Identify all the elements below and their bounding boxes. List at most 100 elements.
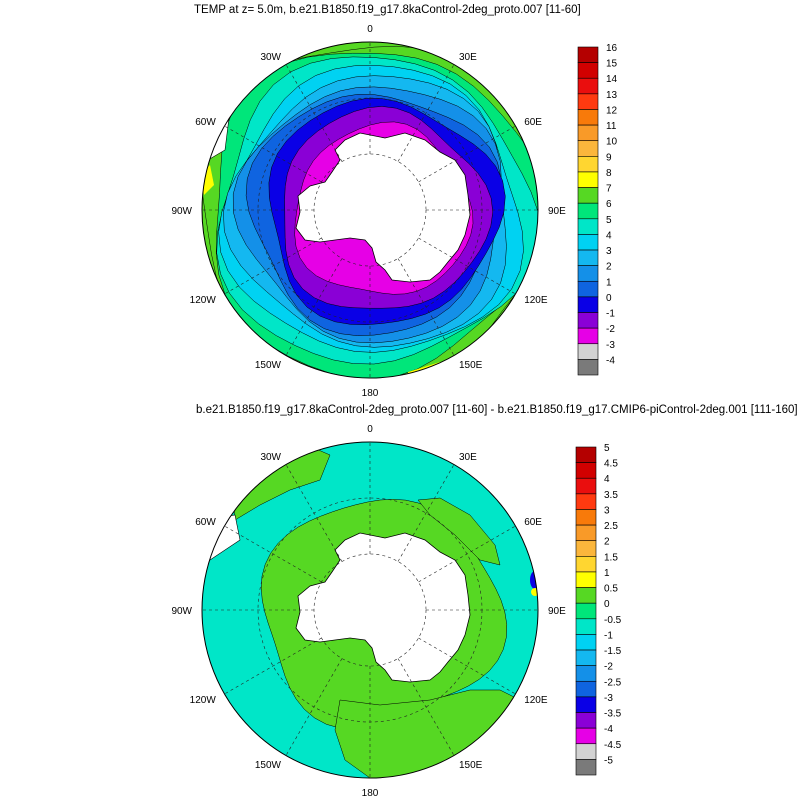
colorbar-swatch [575,696,597,713]
colorbar-swatch [577,187,599,204]
colorbar-swatch [577,171,599,188]
colorbar-tick-label: 8 [606,168,612,179]
colorbar-tick-label: -4 [604,724,613,735]
meridian-line [224,237,322,295]
colorbar-tick-label: 5 [606,215,612,226]
longitude-label: 120E [524,695,548,706]
longitude-label: 90E [548,206,566,217]
longitude-label: 60E [524,117,542,128]
longitude-label: 150W [255,760,282,771]
colorbar-swatch [575,462,597,479]
colorbar-swatch [577,218,599,235]
colorbar-swatch [575,649,597,666]
colorbar-swatch [577,109,599,126]
longitude-label: 120E [524,295,548,306]
longitude-label: 150W [255,360,282,371]
colorbar-swatch [575,493,597,510]
longitude-label: 0 [367,424,373,435]
colorbar-tick-label: 12 [606,106,618,117]
colorbar-swatch [575,602,597,620]
meridian-line [418,125,516,183]
colorbar-tick-label: 1.5 [604,552,618,563]
colorbar-tick-label: 2 [606,262,612,273]
colorbar-tick-label: 15 [606,59,618,70]
panel-1-title: TEMP at z= 5.0m, b.e21.B1850.f19_g17.8ka… [194,4,581,16]
antarctica-landmass-2 [295,532,471,683]
colorbar-tick-label: 3 [606,246,612,257]
colorbar-tick-label: -4 [606,355,615,366]
longitude-label: 90W [171,606,192,617]
meridian-line [418,237,516,295]
colorbar-swatch [575,556,597,573]
colorbar-tick-label: 14 [606,74,618,85]
colorbar-swatch [577,62,599,79]
colorbar-tick-label: 4 [606,230,612,241]
longitude-label: 60W [195,517,216,528]
colorbar-tick-label: 0.5 [604,584,618,595]
map-2-longitude-labels: 0 30E 60E 90E 120E 150E 180 150W 120W 90W 60W 30W [171,424,566,799]
longitude-label: 180 [362,388,379,399]
meridian-line [397,658,455,756]
panel-difference: b.e21.B1850.f19_g17.8kaControl-2deg_prot… [171,404,797,799]
colorbar-tick-label: -1.5 [604,646,622,657]
colorbar-tick-label: 11 [606,121,617,132]
panel-2-title: b.e21.B1850.f19_g17.8kaControl-2deg_prot… [196,404,798,416]
longitude-label: 90W [171,206,192,217]
colorbar-swatch [577,77,599,95]
colorbar-tick-label: -2.5 [604,677,622,688]
longitude-label: 30E [459,52,477,63]
colorbar-swatch [575,634,597,651]
longitude-label: 90E [548,606,566,617]
longitude-label: 30W [260,52,281,63]
colorbar-swatch [575,665,597,682]
colorbar-swatch [577,312,599,329]
colorbar-tick-label: 0 [606,293,612,304]
colorbar-swatch [575,618,597,635]
longitude-label: 0 [367,24,373,35]
map-1-graticule [202,42,538,378]
meridian-line [224,125,322,183]
colorbar-swatch [577,280,599,298]
colorbar-tick-label: 13 [606,90,618,101]
meridian-line [285,658,343,756]
colorbar-tick-label: 10 [606,137,618,148]
colorbar-tick-label: 3 [604,506,610,517]
map-1-border [201,41,539,379]
colorbar-swatch [575,477,597,495]
colorbar-swatch [577,234,599,251]
colorbar-swatch [577,46,599,63]
colorbar-tick-label: 4.5 [604,459,618,470]
longitude-label: 30W [260,452,281,463]
meridian-line [285,64,343,162]
colorbar-swatch [577,93,599,110]
longitude-label: 180 [362,788,379,799]
colorbar-swatch [575,759,597,776]
colorbar-swatch [577,249,599,266]
colorbar-tick-label: -1 [606,309,615,320]
colorbar-tick-label: -3 [606,340,615,351]
meridian-line [397,64,455,162]
colorbar-tick-label: 3.5 [604,490,618,501]
colorbar-swatch [577,359,599,376]
colorbar-tick-label: 0 [604,599,610,610]
colorbar-swatch [575,509,597,526]
map-1-longitude-labels: 0 30E 60E 90E 120E 150E 180 150W 120W 90W 60W 30W [171,24,566,399]
colorbar-tick-label: 6 [606,199,612,210]
colorbar-swatch [577,265,599,282]
colorbar-swatch [577,202,599,220]
meridian-line [418,525,516,583]
colorbar-tick-label: 4 [604,474,610,485]
colorbar-swatch [575,446,597,463]
longitude-label: 150E [459,360,483,371]
colorbar-swatch [575,680,597,698]
meridian-line [224,525,322,583]
colorbar-tick-label: 9 [606,152,612,163]
map-2-border [201,441,539,779]
colorbar-tick-label: 16 [606,43,618,54]
colorbar-tick-label: -2 [606,324,615,335]
colorbar-tick-label: -1 [604,630,613,641]
longitude-label: 60E [524,517,542,528]
longitude-label: 30E [459,452,477,463]
longitude-label: 60W [195,117,216,128]
